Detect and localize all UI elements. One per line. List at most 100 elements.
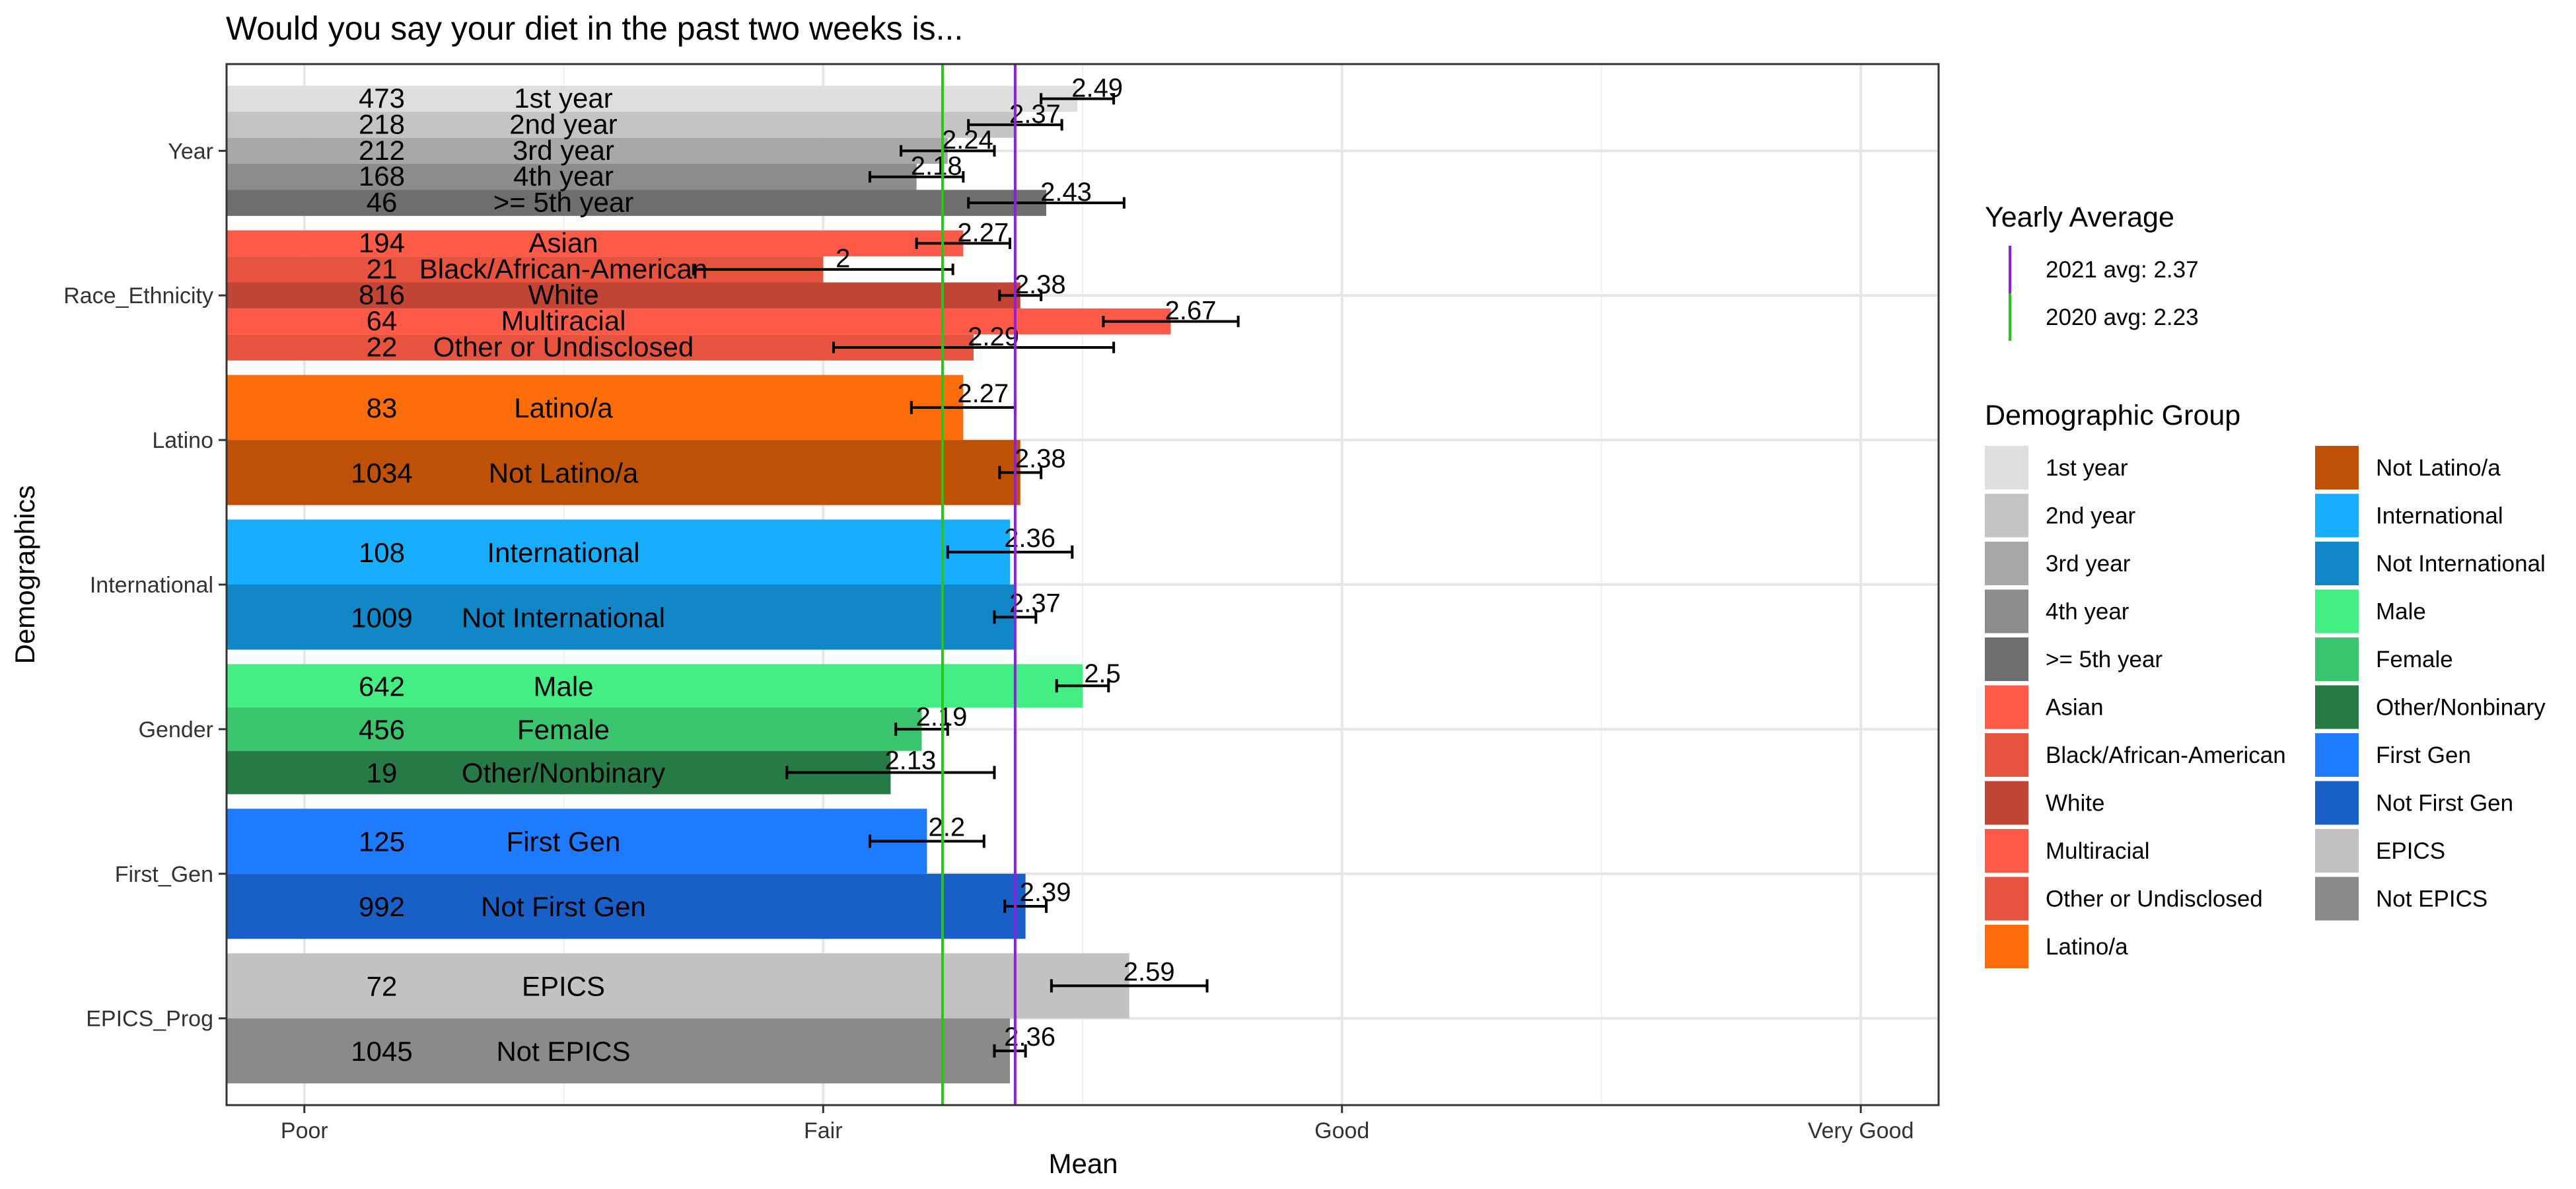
bar <box>227 375 964 441</box>
bar-group-label: 3rd year <box>513 135 614 166</box>
legend-item-label: Female <box>2376 647 2453 672</box>
bar-group-label: Other or Undisclosed <box>433 331 694 362</box>
bar <box>227 873 1026 939</box>
legend-item-label: Not EPICS <box>2376 886 2487 912</box>
bar-group-label: Multiracial <box>501 305 626 336</box>
bar-count-label: 108 <box>359 537 405 568</box>
legend-swatch <box>1985 542 2028 585</box>
bar-count-label: 64 <box>367 305 398 336</box>
legend-title-demographic-group: Demographic Group <box>1985 400 2240 431</box>
y-tick-label: Year <box>168 139 213 164</box>
legend-line-label: 2021 avg: 2.37 <box>2046 257 2199 283</box>
bar-group-label: EPICS <box>522 971 605 1002</box>
bar <box>227 440 1020 505</box>
bar-count-label: 125 <box>359 826 405 857</box>
legend-swatch <box>1985 446 2028 489</box>
x-tick-label: Very Good <box>1808 1118 1914 1143</box>
legend-item-label: Not First Gen <box>2376 791 2513 816</box>
bar-count-label: 194 <box>359 227 405 258</box>
bar-group-label: Not EPICS <box>496 1036 630 1067</box>
bar-count-label: 46 <box>367 187 398 218</box>
bar <box>227 190 1047 216</box>
bar-count-label: 83 <box>367 392 398 423</box>
y-tick-label: First_Gen <box>115 862 213 887</box>
bar-count-label: 992 <box>359 891 405 922</box>
x-tick-label: Good <box>1314 1118 1369 1143</box>
legend-item-label: Multiracial <box>2046 838 2150 864</box>
legend-swatch <box>1985 685 2028 729</box>
legend: Yearly Average 2021 avg: 2.37 2020 avg: 2.… <box>1985 201 2546 968</box>
legend-swatch <box>2315 685 2359 729</box>
bar-group-label: Latino/a <box>514 392 613 423</box>
y-tick-label: EPICS_Prog <box>86 1007 213 1032</box>
legend-line-label: 2020 avg: 2.23 <box>2046 305 2199 330</box>
legend-item-label: 3rd year <box>2046 551 2131 577</box>
legend-item-label: 2nd year <box>2046 503 2136 529</box>
bar-value-label: 2.36 <box>1004 524 1055 553</box>
bar-group-label: White <box>528 279 598 310</box>
bar-count-label: 218 <box>359 108 405 139</box>
legend-swatch <box>1985 493 2028 538</box>
legend-swatch <box>2315 542 2359 585</box>
bar-group-label: Female <box>517 714 610 745</box>
legend-item-label: EPICS <box>2376 838 2445 864</box>
bar <box>227 953 1129 1019</box>
bar <box>227 282 1020 308</box>
bar-count-label: 473 <box>359 83 405 114</box>
bar-count-label: 22 <box>367 331 398 362</box>
legend-item-label: Male <box>2376 599 2426 625</box>
bar-count-label: 1045 <box>351 1036 412 1067</box>
bar-count-label: 21 <box>367 253 398 284</box>
bar <box>227 750 891 795</box>
x-tick-label: Fair <box>804 1118 843 1143</box>
error-bars <box>692 92 1240 1058</box>
legend-item-label: First Gen <box>2376 742 2471 768</box>
x-tick-label: Poor <box>281 1118 328 1143</box>
bar-group-label: First Gen <box>507 826 621 857</box>
plot-border <box>225 63 1940 1106</box>
y-tick-label: Gender <box>139 717 213 742</box>
bar <box>227 230 964 257</box>
legend-swatch <box>1985 829 2028 873</box>
legend-item-label: Not International <box>2376 551 2546 577</box>
legend-swatch <box>1985 637 2028 681</box>
bar-value-label: 2.5 <box>1084 659 1121 688</box>
bar <box>227 308 1171 335</box>
legend-swatch <box>2315 493 2359 538</box>
legend-swatch <box>1985 589 2028 633</box>
legend-swatch <box>2315 829 2359 873</box>
x-axis-label: Mean <box>1048 1148 1118 1179</box>
bar-value-label: 2.27 <box>957 379 1009 408</box>
legend-item-label: International <box>2376 503 2503 529</box>
legend-item-label: White <box>2046 791 2104 816</box>
bar <box>227 585 1015 650</box>
bar-count-label: 642 <box>359 670 405 702</box>
bar-group-label: Not International <box>462 602 665 633</box>
bar-group-label: Male <box>533 670 593 702</box>
legend-swatch <box>1985 733 2028 777</box>
legend-item-label: Latino/a <box>2046 934 2128 960</box>
bar-value-label: 2.2 <box>929 813 966 842</box>
bar-value-label: 2.36 <box>1004 1023 1055 1052</box>
bar-group-label: Black/African-American <box>419 253 707 284</box>
legend-item-label: Not Latino/a <box>2376 455 2501 481</box>
legend-swatch <box>2315 446 2359 489</box>
y-tick-label: Latino <box>152 428 213 453</box>
bar <box>227 164 917 190</box>
bar-value-label: 2.59 <box>1124 958 1175 987</box>
reference-lines <box>941 64 1017 1105</box>
legend-item-label: >= 5th year <box>2046 647 2163 672</box>
bar-count-label: 72 <box>367 971 398 1002</box>
bar-count-label: 212 <box>359 135 405 166</box>
bar-count-label: 816 <box>359 279 405 310</box>
bar-group-label: Asian <box>528 227 598 258</box>
bar <box>227 85 1078 112</box>
bar <box>227 707 922 751</box>
y-axis-label: Demographics <box>9 486 40 665</box>
bar-count-label: 456 <box>359 714 405 745</box>
legend-swatch <box>1985 877 2028 921</box>
x-axis-ticks: Poor Fair Good Very Good <box>281 1105 1914 1143</box>
bar-group-label: International <box>487 537 639 568</box>
legend-title-yearly-average: Yearly Average <box>1985 201 2174 233</box>
